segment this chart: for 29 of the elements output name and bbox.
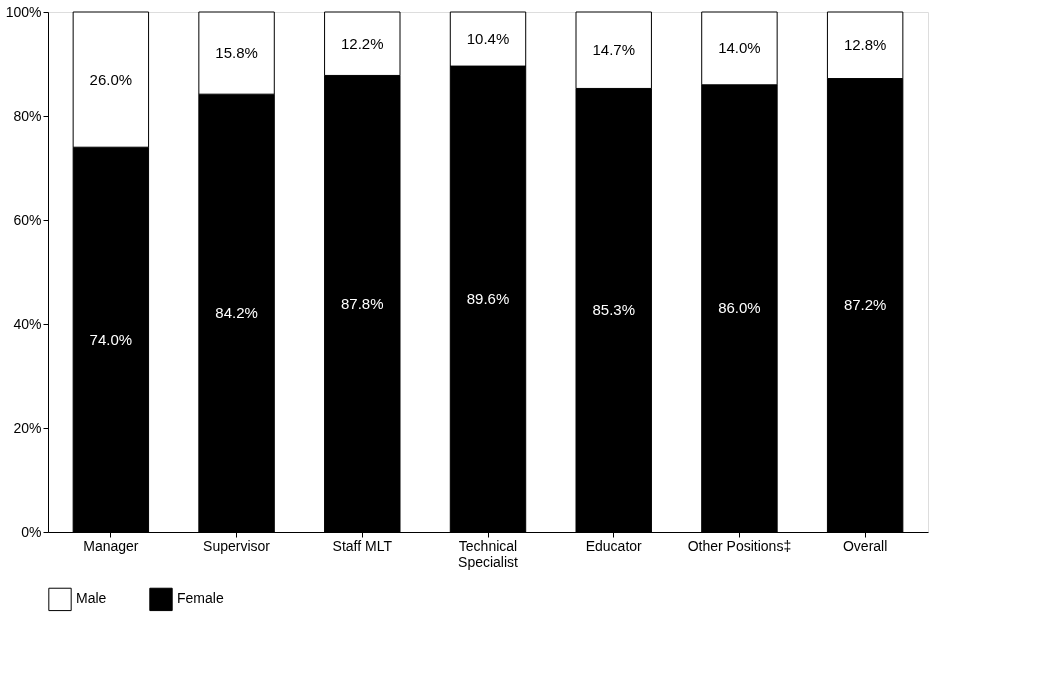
- data-label: 86.0%: [718, 299, 761, 317]
- data-label: 10.4%: [466, 30, 510, 48]
- data-label: 74.0%: [89, 330, 133, 348]
- x-tick-label: Overall: [842, 537, 888, 554]
- data-label: 85.3%: [592, 301, 635, 319]
- data-label: 87.2%: [843, 296, 887, 314]
- data-label: 12.8%: [843, 36, 887, 54]
- data-label: 26.0%: [89, 70, 133, 88]
- x-tick-label: Other Positions‡: [687, 537, 792, 554]
- legend-label: Male: [76, 590, 107, 607]
- y-tick-label: 100%: [5, 3, 42, 20]
- y-tick-label: 80%: [13, 107, 42, 124]
- data-label: 14.0%: [718, 39, 761, 57]
- data-label: 84.2%: [215, 304, 258, 322]
- data-label: 87.8%: [341, 294, 384, 312]
- y-tick-label: 0%: [21, 523, 42, 540]
- legend-label: Female: [177, 590, 224, 607]
- x-tick-label: Supervisor: [203, 537, 271, 554]
- y-tick-label: 60%: [13, 211, 42, 228]
- y-tick-label: 40%: [13, 315, 42, 332]
- x-tick-label: Manager: [83, 537, 139, 554]
- y-tick-label: 20%: [13, 419, 42, 436]
- x-tick-label: Educator: [585, 537, 643, 554]
- data-label: 12.2%: [341, 34, 384, 52]
- data-label: 14.7%: [592, 41, 635, 59]
- data-label: 89.6%: [466, 290, 510, 308]
- x-tick-label: Staff MLT: [332, 537, 393, 554]
- data-label: 15.8%: [215, 44, 258, 62]
- x-tick-label: Technical Specialist: [458, 537, 519, 570]
